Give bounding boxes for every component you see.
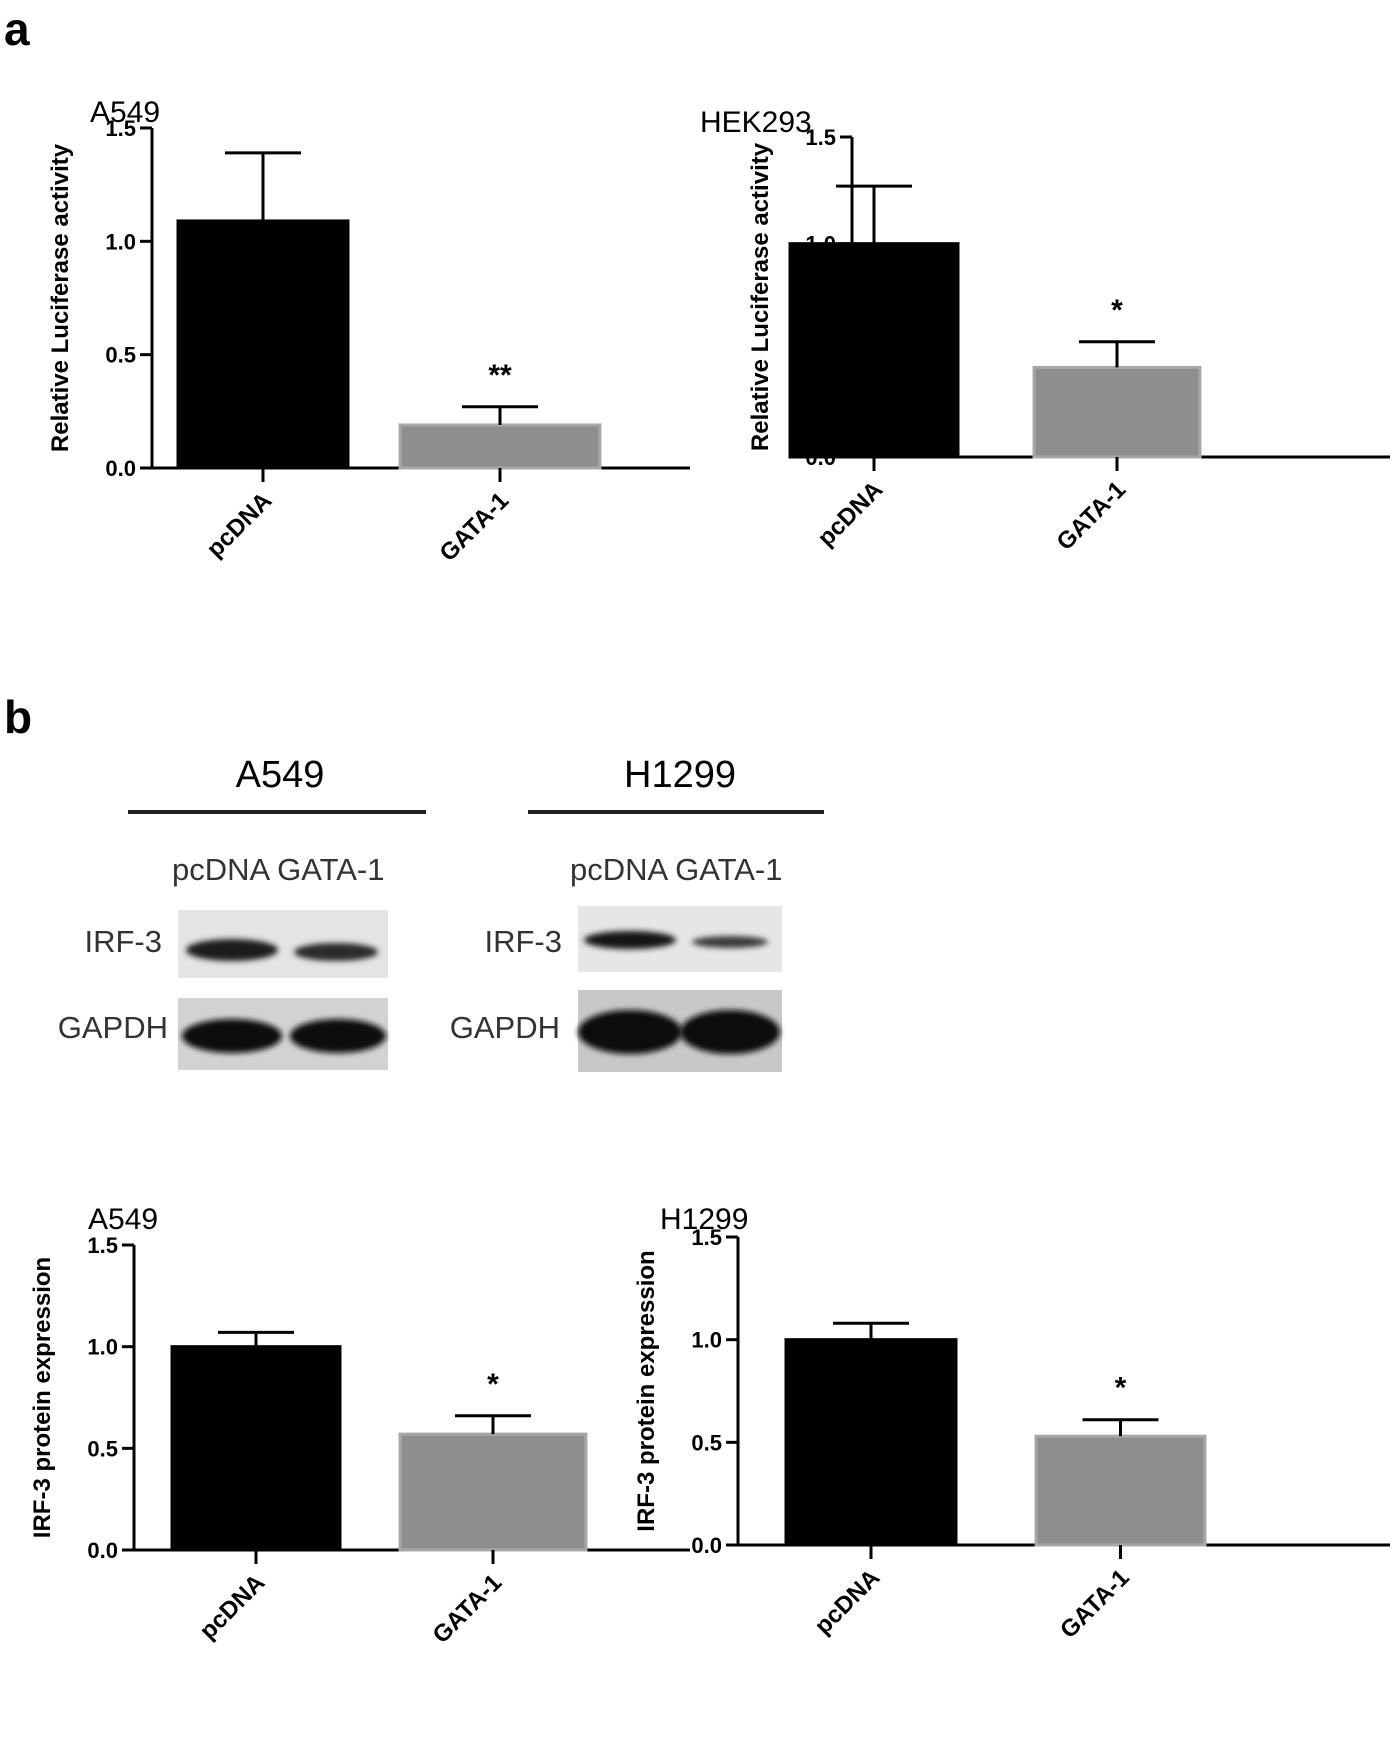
blot-image	[578, 906, 782, 1072]
y-tick-label: 1.0	[691, 1328, 722, 1353]
bar-gata-1	[1034, 1434, 1207, 1547]
chart-svg: A549 0.0 0.5 1.0 1.5 Relative Luciferase acti…	[47, 96, 690, 567]
blot-band	[294, 943, 378, 961]
bar-gata-1	[1032, 365, 1202, 459]
significance-marker: **	[488, 359, 512, 392]
y-axis-label: Relative Luciferase activity	[747, 142, 774, 451]
chart-svg: A549 0.0 0.5 1.0 1.5 IRF-3 protein expression…	[29, 1203, 690, 1649]
blot-band	[680, 1010, 780, 1054]
western-blot-a549: A549 pcDNA GATA-1 IRF-3 GAPDH	[0, 740, 700, 1100]
blot-lane-labels: pcDNA GATA-1	[570, 852, 783, 887]
x-tick-label: pcDNA	[810, 1564, 886, 1640]
y-tick-label: 1.0	[105, 229, 136, 254]
blot-image	[178, 910, 388, 1070]
blot-band	[182, 1019, 282, 1053]
bar-gata-1	[398, 1432, 588, 1552]
blot-row-label-irf3: IRF-3	[484, 924, 563, 959]
y-tick-label: 1.5	[691, 1225, 722, 1250]
chart-a-left: A549 0.0 0.5 1.0 1.5 Relative Luciferase acti…	[0, 80, 700, 680]
blot-divider	[128, 810, 426, 814]
blot-title: H1299	[624, 754, 736, 796]
y-axis-label: Relative Luciferase activity	[47, 143, 74, 452]
blot-title: A549	[235, 754, 325, 796]
blot-band	[584, 931, 676, 949]
chart-title: HEK293	[700, 106, 812, 139]
chart-title: A549	[90, 96, 160, 129]
y-tick-label: 0.0	[105, 456, 136, 481]
y-tick-label: 0.0	[691, 1533, 722, 1558]
x-tick-label: GATA-1	[434, 487, 514, 567]
y-tick-label: 1.5	[805, 125, 836, 150]
y-tick-label: 0.5	[105, 343, 136, 368]
significance-marker: *	[1115, 1372, 1127, 1405]
y-axis-label: IRF-3 protein expression	[633, 1250, 660, 1531]
blot-divider	[528, 810, 824, 814]
y-tick-label: 0.5	[691, 1430, 722, 1455]
blot-row-label-gapdh: GAPDH	[57, 1010, 168, 1045]
blot-band	[692, 936, 768, 948]
significance-marker: *	[487, 1368, 499, 1401]
bar-gata-1	[398, 423, 602, 470]
x-tick-label: pcDNA	[202, 487, 278, 563]
x-tick-label: GATA-1	[1051, 476, 1131, 556]
y-tick-label: 1.5	[87, 1233, 118, 1258]
x-tick-label: pcDNA	[813, 476, 889, 552]
bar-pcdna	[788, 242, 960, 459]
bar-pcdna	[784, 1338, 958, 1547]
bar-pcdna	[176, 219, 350, 470]
x-tick-label: GATA-1	[1055, 1564, 1135, 1644]
chart-b-right: H1299 0.0 0.5 1.0 1.5 IRF-3 protein expressio…	[633, 1195, 1400, 1755]
panel-a-label: a	[4, 3, 30, 55]
y-axis-label: IRF-3 protein expression	[29, 1257, 56, 1538]
y-tick-label: 1.0	[87, 1335, 118, 1360]
chart-svg: H1299 0.0 0.5 1.0 1.5 IRF-3 protein expressio…	[633, 1203, 1390, 1644]
blot-band	[290, 1019, 386, 1053]
chart-b-left: A549 0.0 0.5 1.0 1.5 IRF-3 protein expression…	[0, 1195, 700, 1755]
x-tick-label: pcDNA	[195, 1569, 271, 1645]
bar-pcdna	[170, 1345, 342, 1552]
chart-title: H1299	[660, 1203, 748, 1236]
x-tick-label: GATA-1	[427, 1569, 507, 1649]
blot-row-label-gapdh: GAPDH	[449, 1010, 560, 1045]
panel-b-label: b	[4, 691, 33, 743]
blot-band	[578, 1010, 682, 1054]
blot-row-label-irf3: IRF-3	[84, 924, 163, 959]
blot-band	[186, 939, 278, 961]
chart-title: A549	[88, 1203, 158, 1236]
y-tick-label: 1.5	[105, 116, 136, 141]
y-tick-label: 0.0	[87, 1538, 118, 1563]
western-blot-h1299: H1299 pcDNA GATA-1 IRF-3 GAPDH	[0, 740, 900, 1100]
significance-marker: *	[1111, 294, 1123, 327]
y-tick-label: 0.5	[87, 1436, 118, 1461]
blot-lane-labels: pcDNA GATA-1	[172, 852, 385, 887]
